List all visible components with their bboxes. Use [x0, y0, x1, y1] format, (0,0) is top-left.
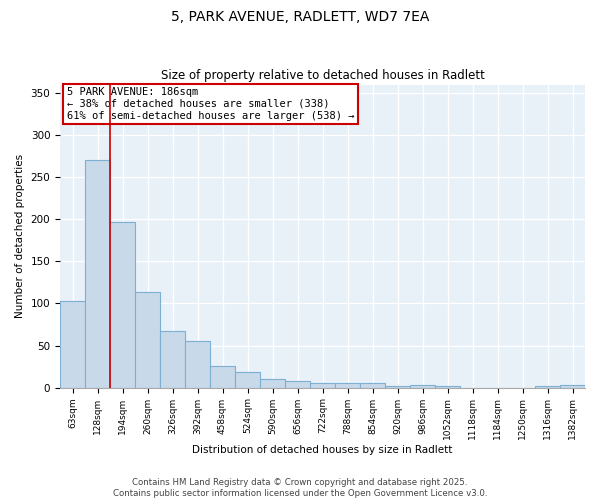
Text: 5 PARK AVENUE: 186sqm
← 38% of detached houses are smaller (338)
61% of semi-det: 5 PARK AVENUE: 186sqm ← 38% of detached …	[67, 88, 355, 120]
Text: 5, PARK AVENUE, RADLETT, WD7 7EA: 5, PARK AVENUE, RADLETT, WD7 7EA	[171, 10, 429, 24]
Bar	[185, 342, 210, 388]
Bar	[260, 379, 285, 388]
Bar	[285, 381, 310, 388]
Bar	[85, 160, 110, 388]
Bar	[410, 385, 435, 388]
Bar	[435, 386, 460, 388]
Text: Contains HM Land Registry data © Crown copyright and database right 2025.
Contai: Contains HM Land Registry data © Crown c…	[113, 478, 487, 498]
Bar	[135, 292, 160, 388]
X-axis label: Distribution of detached houses by size in Radlett: Distribution of detached houses by size …	[193, 445, 453, 455]
Bar	[385, 386, 410, 388]
Bar	[210, 366, 235, 388]
Bar	[110, 222, 135, 388]
Y-axis label: Number of detached properties: Number of detached properties	[15, 154, 25, 318]
Bar	[360, 384, 385, 388]
Bar	[160, 331, 185, 388]
Bar	[235, 372, 260, 388]
Bar	[60, 301, 85, 388]
Bar	[335, 382, 360, 388]
Bar	[310, 384, 335, 388]
Title: Size of property relative to detached houses in Radlett: Size of property relative to detached ho…	[161, 69, 484, 82]
Bar	[535, 386, 560, 388]
Bar	[560, 385, 585, 388]
